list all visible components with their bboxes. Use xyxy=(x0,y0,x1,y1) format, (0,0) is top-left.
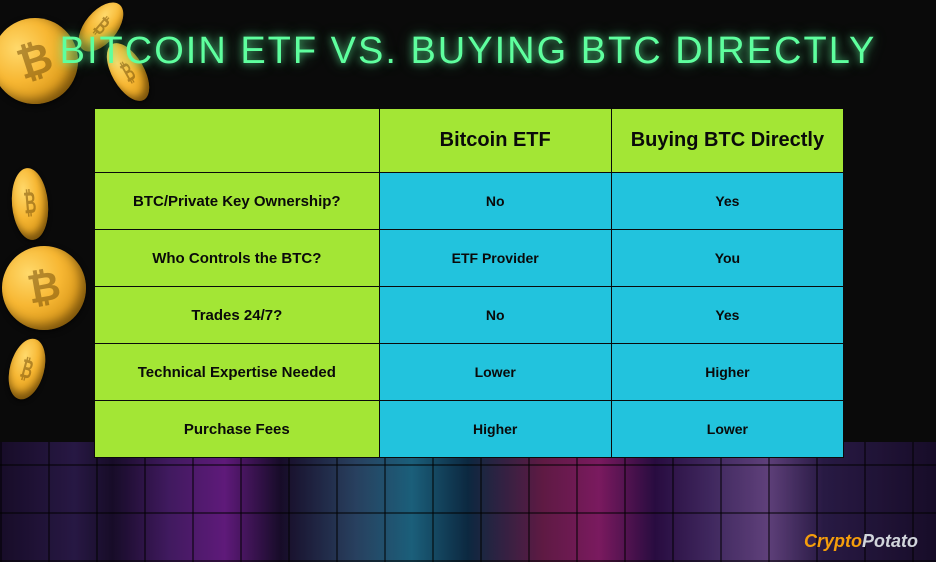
row-label: Who Controls the BTC? xyxy=(95,230,380,287)
table-row: BTC/Private Key Ownership? No Yes xyxy=(95,173,844,230)
row-value-direct: Yes xyxy=(611,287,843,344)
row-value-etf: No xyxy=(379,287,611,344)
comparison-table: Bitcoin ETF Buying BTC Directly BTC/Priv… xyxy=(94,108,844,458)
row-label: Technical Expertise Needed xyxy=(95,344,380,401)
bitcoin-coin-icon xyxy=(3,335,52,404)
row-value-direct: Lower xyxy=(611,401,843,458)
table-row: Trades 24/7? No Yes xyxy=(95,287,844,344)
table-header-col1: Bitcoin ETF xyxy=(379,109,611,173)
table-row: Who Controls the BTC? ETF Provider You xyxy=(95,230,844,287)
attribution-part2: Potato xyxy=(862,531,918,551)
row-value-etf: No xyxy=(379,173,611,230)
row-value-direct: Higher xyxy=(611,344,843,401)
row-label: Trades 24/7? xyxy=(95,287,380,344)
row-value-etf: Higher xyxy=(379,401,611,458)
table-row: Technical Expertise Needed Lower Higher xyxy=(95,344,844,401)
row-label: Purchase Fees xyxy=(95,401,380,458)
table-header-col2: Buying BTC Directly xyxy=(611,109,843,173)
attribution: CryptoPotato xyxy=(804,531,918,552)
row-value-direct: Yes xyxy=(611,173,843,230)
table-header-blank xyxy=(95,109,380,173)
row-value-etf: ETF Provider xyxy=(379,230,611,287)
row-label: BTC/Private Key Ownership? xyxy=(95,173,380,230)
page-title: BITCOIN ETF VS. BUYING BTC DIRECTLY xyxy=(0,30,936,73)
table-header-row: Bitcoin ETF Buying BTC Directly xyxy=(95,109,844,173)
row-value-etf: Lower xyxy=(379,344,611,401)
bitcoin-coin-icon xyxy=(0,239,93,336)
bitcoin-coin-icon xyxy=(9,167,51,242)
attribution-part1: Crypto xyxy=(804,531,862,551)
row-value-direct: You xyxy=(611,230,843,287)
bottom-tile-background xyxy=(0,442,936,562)
table-row: Purchase Fees Higher Lower xyxy=(95,401,844,458)
